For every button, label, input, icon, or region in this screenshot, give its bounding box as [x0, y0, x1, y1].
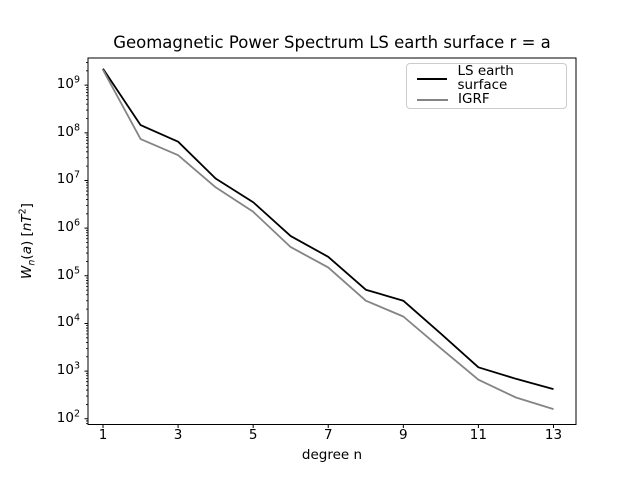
y-tick-label: 107 — [56, 169, 80, 188]
y-tick-label: 103 — [56, 360, 80, 379]
x-tick-label: 11 — [469, 427, 487, 443]
legend-label-ls: LS earth surface — [457, 63, 514, 93]
x-tick-label: 5 — [248, 427, 258, 443]
y-tick-label: 109 — [56, 74, 80, 93]
x-tick-label: 7 — [323, 427, 333, 443]
chart-title: Geomagnetic Power Spectrum LS earth surf… — [113, 33, 551, 52]
axes-spines — [87, 57, 577, 425]
x-tick-label: 9 — [399, 427, 408, 443]
legend-line-sample-igrf — [417, 99, 448, 102]
legend: LS earth surface IGRF — [406, 63, 567, 109]
y-tick-label: 106 — [56, 217, 80, 236]
legend-label-igrf: IGRF — [458, 91, 490, 108]
series-line-igrf — [102, 69, 554, 410]
y-tick-label: 102 — [56, 408, 80, 426]
y-tick-label: 105 — [56, 265, 80, 283]
y-tick-label: 108 — [56, 122, 80, 140]
major-ticks — [84, 84, 554, 428]
y-tick-label: 104 — [56, 312, 80, 331]
y-axis-label: Wn(a) [nT2] — [17, 203, 38, 279]
minor-ticks — [86, 62, 88, 424]
x-tick-label: 3 — [173, 427, 183, 443]
legend-entry-igrf: IGRF — [417, 93, 566, 107]
legend-entry-ls: LS earth surface — [417, 63, 566, 93]
x-tick-label: 1 — [98, 427, 108, 443]
x-axis-label: degree n — [301, 447, 363, 463]
legend-line-sample-ls — [417, 77, 448, 80]
series-line-ls — [102, 68, 554, 390]
x-tick-label: 13 — [544, 427, 563, 443]
